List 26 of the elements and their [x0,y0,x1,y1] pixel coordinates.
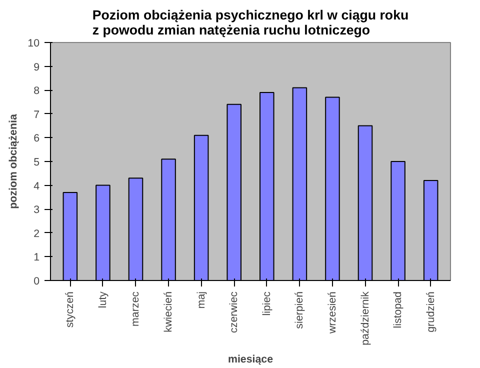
x-tick-label: lipiec [260,290,273,316]
x-tick-label: luty [96,290,109,308]
y-tick-label: 1 [34,252,40,264]
y-tick-label: 4 [34,180,40,192]
y-tick-label: 0 [34,276,40,288]
y-tick-label: 2 [34,228,40,240]
x-tick-label: kwiecień [162,291,175,332]
x-tick-label: wrzesień [326,291,338,335]
x-tick-label: grudzień [424,291,437,332]
x-tick-label: marzec [130,290,142,326]
x-tick-label: sierpień [294,291,306,329]
y-tick-label: 6 [34,132,40,145]
chart-title: Poziom obciążenia psychicznego krl w ciągu roku z powodu zmian natężenia ruchu lotniczego [92,8,409,38]
x-tick-label: maj [195,292,208,309]
y-tick-label: 9 [34,61,40,74]
y-tick-label: 5 [34,156,40,168]
y-tick-label: 10 [28,38,40,50]
y-axis-title: poziom obciążenia [8,114,20,209]
x-tick-label: czerwiec [228,290,240,333]
y-tick-label: 7 [34,108,40,121]
x-tick-label: listopad [392,291,404,328]
x-tick-label: styczeń [64,291,76,328]
x-axis-title: miesiące [228,353,274,366]
x-tick-label: październik [359,290,372,346]
y-tick-label: 8 [34,85,40,98]
y-tick-label: 3 [34,204,40,216]
